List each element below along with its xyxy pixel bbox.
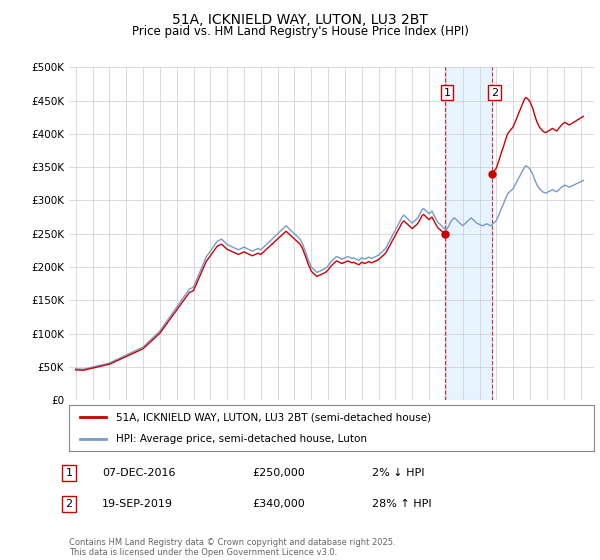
Text: Price paid vs. HM Land Registry's House Price Index (HPI): Price paid vs. HM Land Registry's House … <box>131 25 469 38</box>
Text: Contains HM Land Registry data © Crown copyright and database right 2025.
This d: Contains HM Land Registry data © Crown c… <box>69 538 395 557</box>
Text: 2% ↓ HPI: 2% ↓ HPI <box>372 468 425 478</box>
Text: 07-DEC-2016: 07-DEC-2016 <box>102 468 176 478</box>
Text: 51A, ICKNIELD WAY, LUTON, LU3 2BT: 51A, ICKNIELD WAY, LUTON, LU3 2BT <box>172 13 428 27</box>
Text: 19-SEP-2019: 19-SEP-2019 <box>102 499 173 509</box>
Bar <box>445 67 491 400</box>
Text: 28% ↑ HPI: 28% ↑ HPI <box>372 499 431 509</box>
Text: 1: 1 <box>65 468 73 478</box>
Text: £250,000: £250,000 <box>252 468 305 478</box>
Text: 2: 2 <box>491 87 498 97</box>
Text: £340,000: £340,000 <box>252 499 305 509</box>
Text: 1: 1 <box>443 87 451 97</box>
Text: 2: 2 <box>65 499 73 509</box>
Text: HPI: Average price, semi-detached house, Luton: HPI: Average price, semi-detached house,… <box>116 435 367 444</box>
Text: 51A, ICKNIELD WAY, LUTON, LU3 2BT (semi-detached house): 51A, ICKNIELD WAY, LUTON, LU3 2BT (semi-… <box>116 412 431 422</box>
